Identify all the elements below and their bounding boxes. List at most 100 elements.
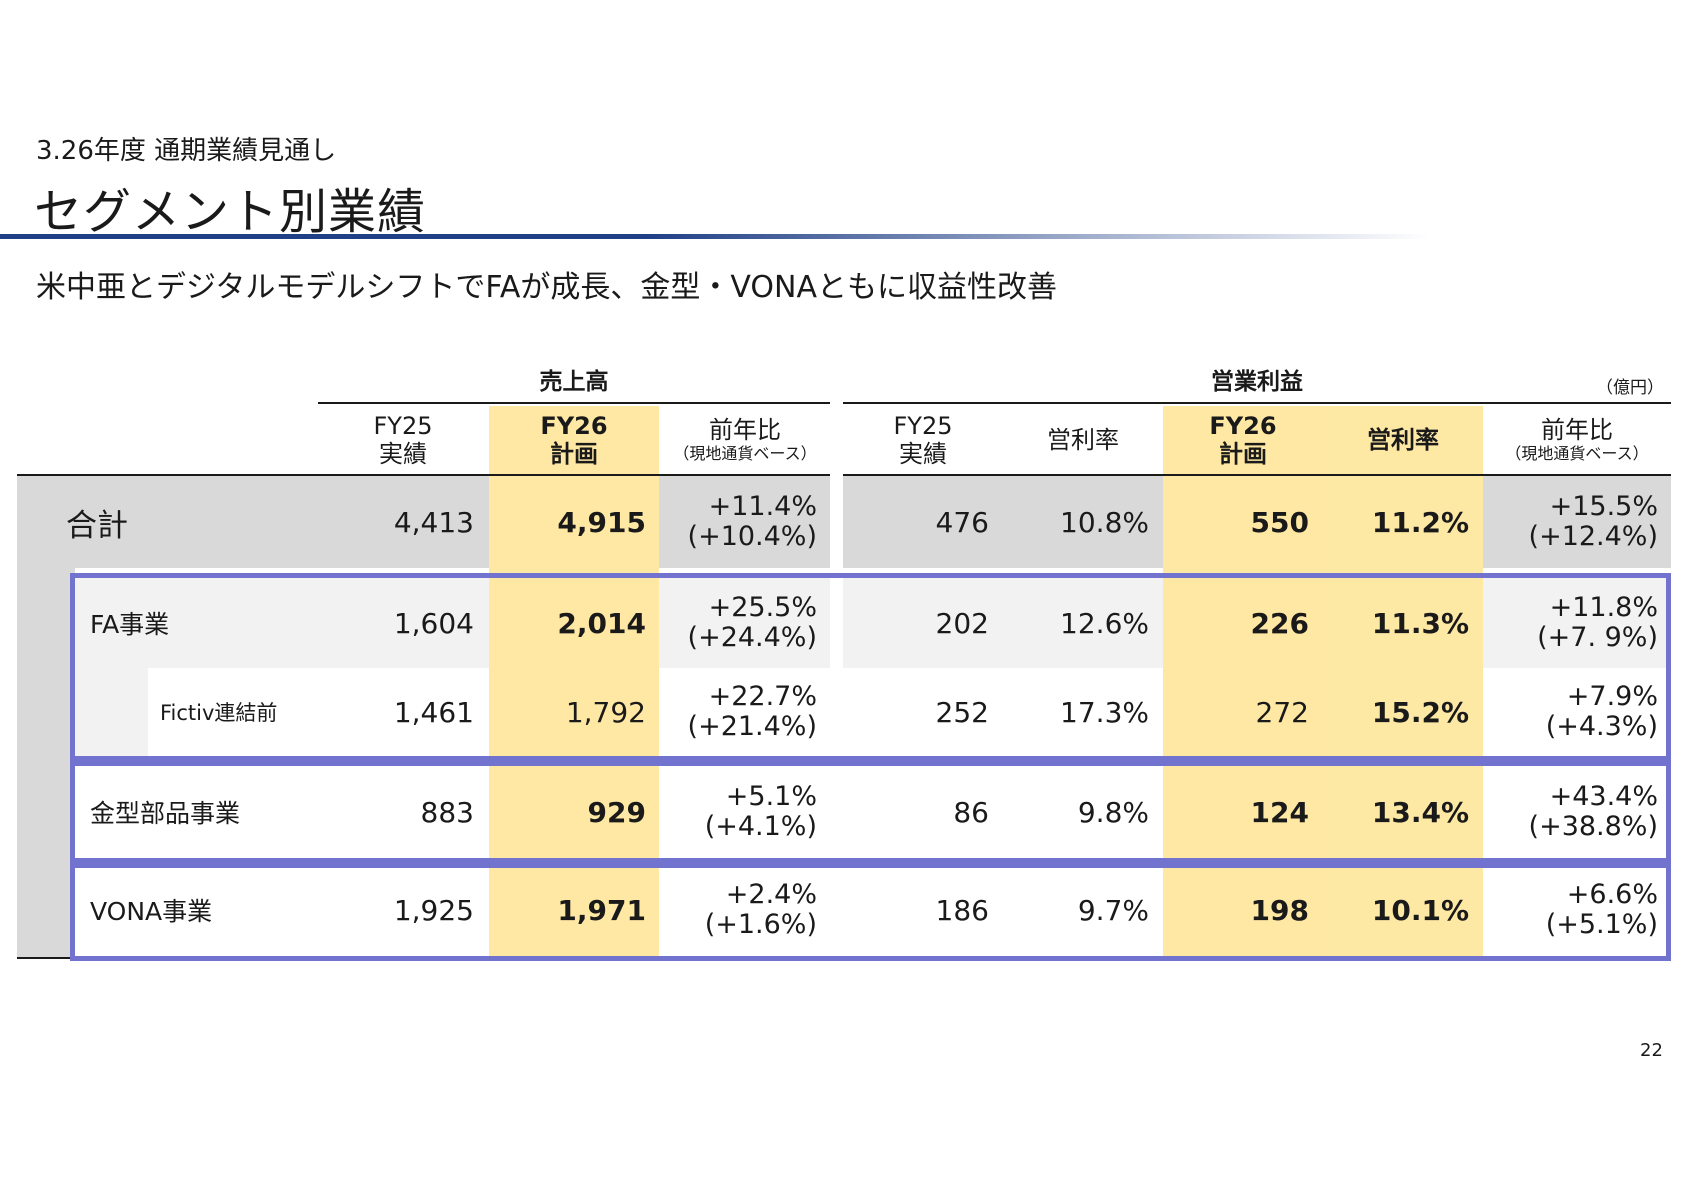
- yoy-local: (+24.4%): [687, 622, 817, 653]
- yoy-local: (+10.4%): [687, 521, 817, 552]
- col-header-text: 実績: [379, 440, 427, 468]
- col-header-note: （現地通貨ベース）: [1505, 444, 1649, 463]
- col-header-profit-yoy: 前年比 （現地通貨ベース）: [1483, 406, 1671, 474]
- col-header-text: 実績: [899, 440, 947, 468]
- group-header-operating-profit: 営業利益: [1211, 369, 1303, 395]
- bottom-rule: [17, 957, 77, 959]
- group-header-sales: 売上高: [539, 369, 609, 395]
- cell-profit-fy25: 86: [953, 795, 989, 829]
- cell-sales-yoy: +5.1% (+4.1%): [660, 766, 817, 858]
- cell-profit-fy25: 202: [935, 606, 989, 640]
- cell-profit-fy25: 186: [935, 893, 989, 927]
- row-label-fa: FA事業: [90, 610, 170, 639]
- cell-sales-fy26: 1,971: [557, 893, 646, 927]
- yoy-local: (+4.1%): [704, 811, 817, 842]
- cell-margin-fy26: 10.1%: [1371, 893, 1469, 927]
- cell-sales-fy25: 4,413: [393, 505, 474, 539]
- cell-margin-fy26: 11.2%: [1371, 505, 1469, 539]
- col-header-sales-yoy: 前年比 （現地通貨ベース）: [660, 406, 830, 474]
- yoy-value: +15.5%: [1549, 491, 1658, 522]
- left-gutter-bg: [17, 568, 75, 958]
- row-label-mold: 金型部品事業: [90, 799, 241, 828]
- page-number: 22: [1640, 1040, 1663, 1061]
- cell-sales-fy26: 4,915: [557, 505, 646, 539]
- yoy-value: +43.4%: [1549, 781, 1658, 812]
- yoy-local: (+1.6%): [704, 909, 817, 940]
- col-header-sales-fy26: FY26 計画: [489, 406, 659, 474]
- cell-profit-fy26: 124: [1250, 795, 1309, 829]
- cell-sales-yoy: +22.7% (+21.4%): [660, 668, 817, 756]
- cell-profit-yoy: +15.5% (+12.4%): [1483, 476, 1658, 568]
- col-header-text: 前年比: [709, 416, 781, 444]
- cell-margin-fy25: 9.8%: [1077, 795, 1149, 829]
- col-header-profit-fy26: FY26 計画: [1163, 406, 1323, 474]
- total-row-bg-profit: [843, 476, 1163, 568]
- col-header-margin-fy25: 営利率: [1003, 406, 1163, 474]
- header-rule-left: [17, 474, 830, 476]
- yoy-local: (+38.8%): [1528, 811, 1658, 842]
- fa-row-bg-left: [75, 578, 830, 668]
- cell-profit-yoy: +11.8% (+7. 9%): [1483, 578, 1658, 668]
- page-title: セグメント別業績: [34, 184, 427, 240]
- yoy-value: +25.5%: [708, 592, 817, 623]
- col-header-margin-fy26: 営利率: [1323, 406, 1483, 474]
- row-label-fictiv: Fictiv連結前: [160, 701, 278, 725]
- cell-sales-yoy: +2.4% (+1.6%): [660, 866, 817, 954]
- col-header-text: FY25: [893, 412, 953, 440]
- yoy-value: +11.8%: [1549, 592, 1658, 623]
- profit-fy26-highlight: [1163, 476, 1323, 958]
- cell-margin-fy26: 15.2%: [1371, 695, 1469, 729]
- cell-sales-fy26: 2,014: [557, 606, 646, 640]
- col-header-sales-fy25: FY25 実績: [318, 406, 488, 474]
- col-header-note: （現地通貨ベース）: [673, 444, 817, 463]
- cell-profit-yoy: +6.6% (+5.1%): [1483, 866, 1658, 954]
- cell-sales-fy25: 883: [420, 795, 474, 829]
- cell-sales-yoy: +25.5% (+24.4%): [660, 578, 817, 668]
- yoy-value: +5.1%: [725, 781, 817, 812]
- yoy-local: (+5.1%): [1545, 909, 1658, 940]
- cell-margin-fy25: 17.3%: [1060, 695, 1149, 729]
- total-row-bg-left: [17, 476, 830, 568]
- col-header-text: FY26: [1209, 412, 1277, 440]
- col-header-text: 前年比: [1541, 416, 1613, 444]
- lead-message: 米中亜とデジタルモデルシフトでFAが成長、金型・VONAともに収益性改善: [36, 270, 1057, 305]
- segment-box-mold: [70, 761, 1671, 863]
- cell-sales-yoy: +11.4% (+10.4%): [660, 476, 817, 568]
- col-header-text: 営利率: [1047, 426, 1119, 454]
- yoy-value: +7.9%: [1566, 681, 1658, 712]
- cell-profit-fy25: 476: [935, 505, 989, 539]
- yoy-value: +22.7%: [708, 681, 817, 712]
- yoy-value: +11.4%: [708, 491, 817, 522]
- yoy-local: (+4.3%): [1545, 711, 1658, 742]
- yoy-value: +6.6%: [1566, 879, 1658, 910]
- cell-sales-fy26: 929: [587, 795, 646, 829]
- cell-profit-fy26: 226: [1250, 606, 1309, 640]
- yoy-value: +2.4%: [725, 879, 817, 910]
- unit-label: （億円）: [1596, 378, 1664, 398]
- total-row-bg-yoy: [1483, 476, 1671, 568]
- yoy-local: (+12.4%): [1528, 521, 1658, 552]
- fa-row-bg-yoy: [1483, 578, 1666, 668]
- header-rule-right: [843, 474, 1671, 476]
- segment-box-vona: [70, 863, 1671, 961]
- cell-profit-fy26: 550: [1250, 505, 1309, 539]
- cell-profit-fy26: 198: [1250, 893, 1309, 927]
- col-header-text: 計画: [550, 440, 598, 468]
- group-underline-profit: [843, 402, 1671, 404]
- cell-profit-fy26: 272: [1255, 695, 1309, 729]
- group-underline-sales: [318, 402, 830, 404]
- col-header-profit-fy25: FY25 実績: [843, 406, 1003, 474]
- segment-box-fa: [70, 573, 1671, 761]
- cell-sales-fy25: 1,461: [393, 695, 474, 729]
- col-header-text: 計画: [1219, 440, 1267, 468]
- cell-profit-yoy: +7.9% (+4.3%): [1483, 668, 1658, 756]
- yoy-local: (+21.4%): [687, 711, 817, 742]
- cell-margin-fy25: 10.8%: [1060, 505, 1149, 539]
- cell-margin-fy26: 13.4%: [1371, 795, 1469, 829]
- cell-sales-fy25: 1,604: [393, 606, 474, 640]
- col-header-text: FY25: [373, 412, 433, 440]
- cell-sales-fy25: 1,925: [393, 893, 474, 927]
- fa-row-bg-profit: [843, 578, 1163, 668]
- cell-profit-fy25: 252: [935, 695, 989, 729]
- cell-profit-yoy: +43.4% (+38.8%): [1483, 766, 1658, 858]
